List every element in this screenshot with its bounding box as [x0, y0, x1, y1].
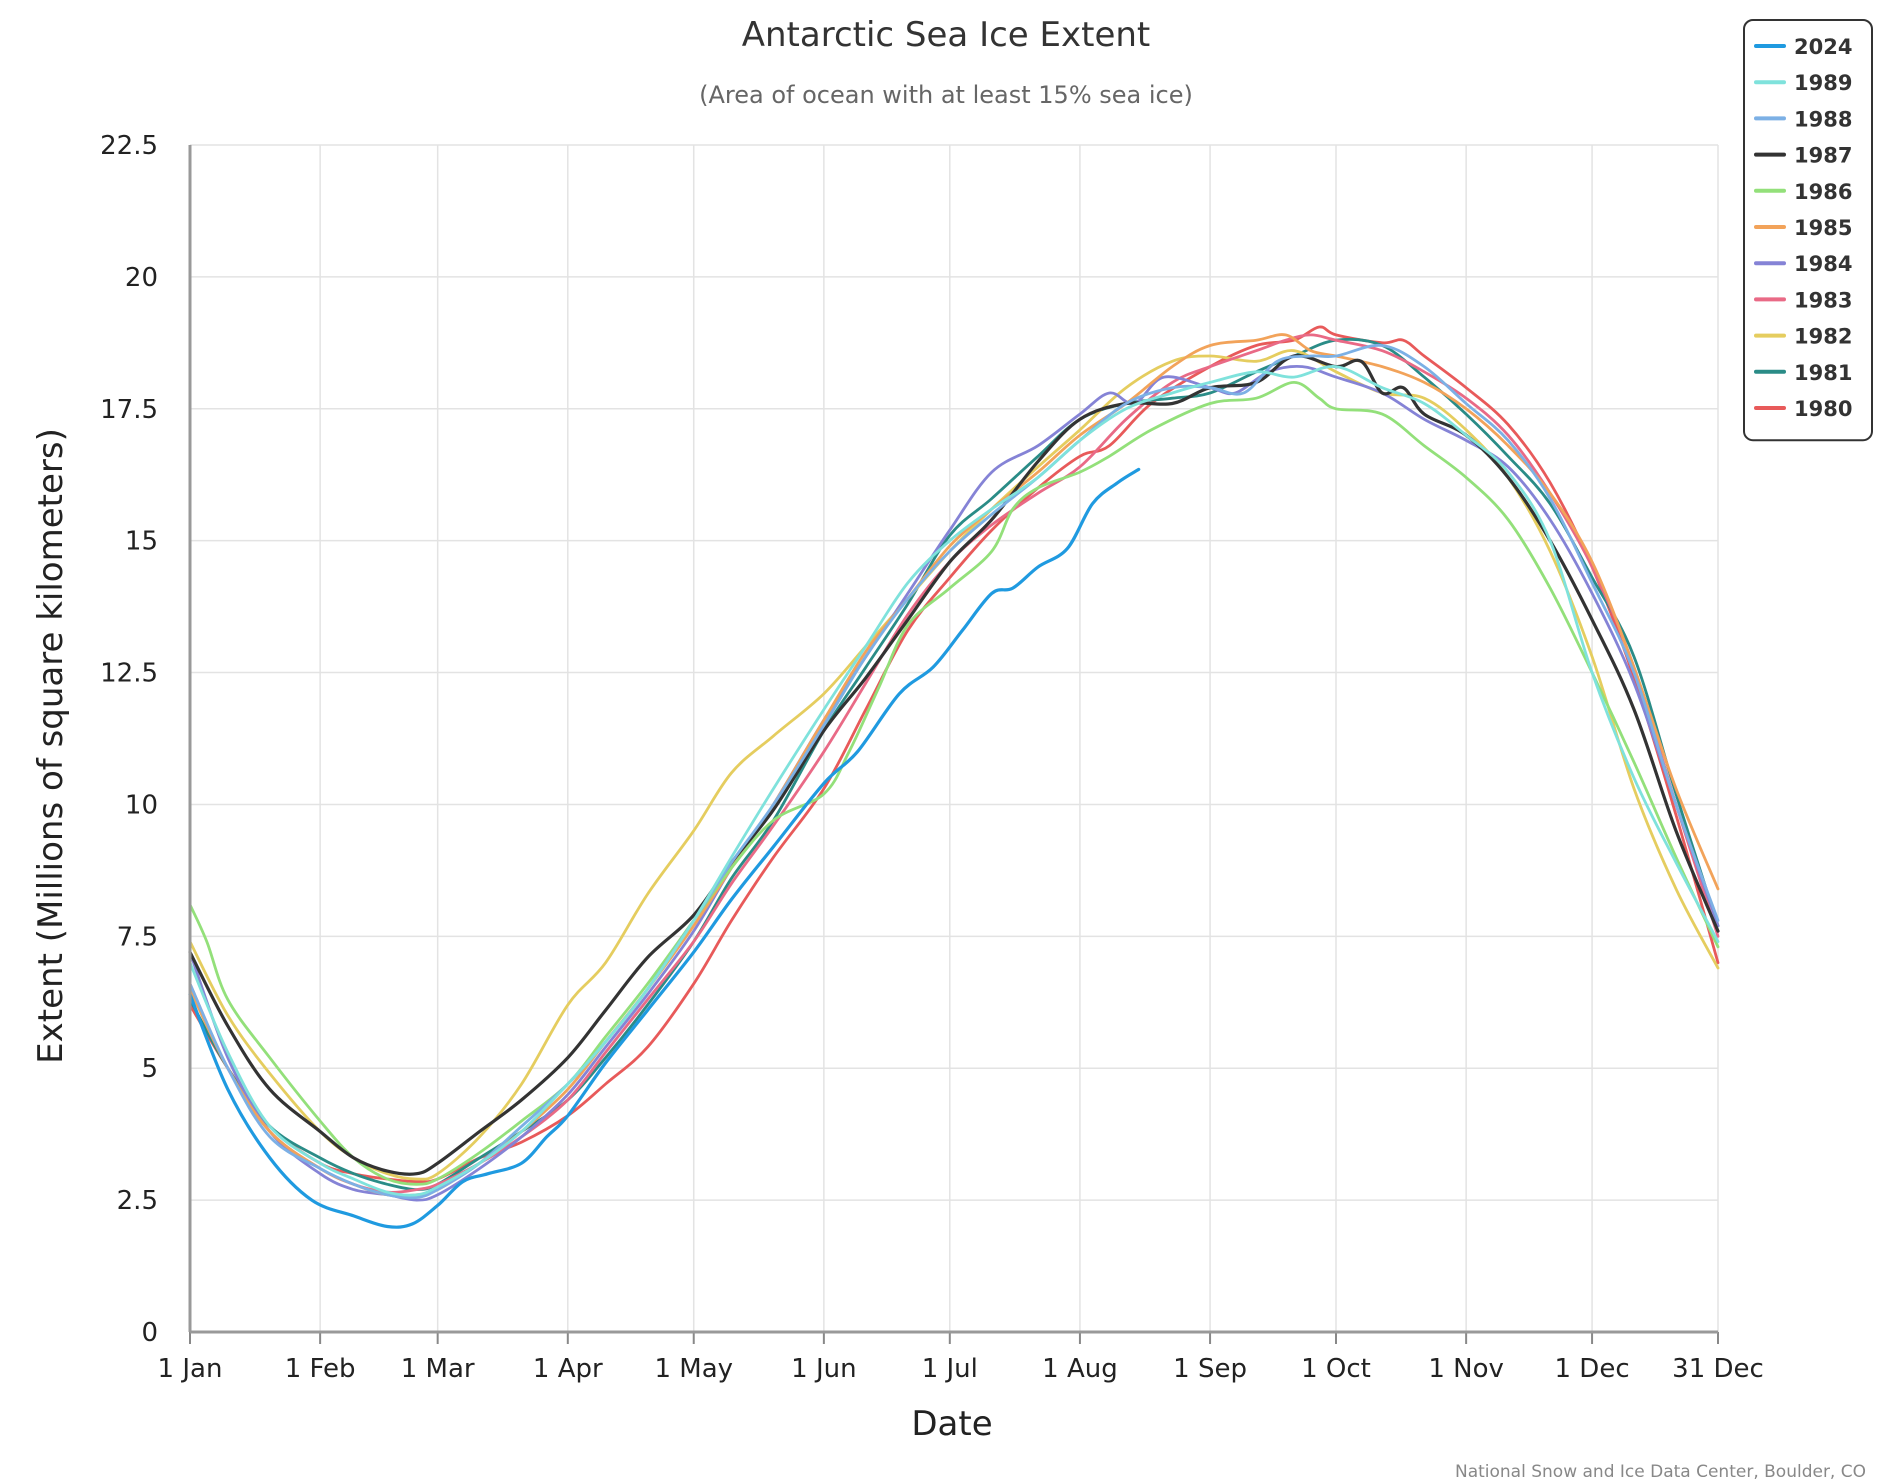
series-line-1988[interactable] — [188, 343, 1720, 1200]
x-tick-label: 1 Mar — [401, 1354, 475, 1384]
x-tick-label: 1 Jun — [791, 1354, 856, 1384]
series-line-1989[interactable] — [188, 365, 1720, 1197]
legend-label: 1982 — [1794, 325, 1852, 349]
axes: 0 2.5 5 7.5 10 12.5 15 17.5 20 22.5 1 Jan 1 Feb 1 Ma… — [100, 131, 1764, 1384]
y-tick-label: 22.5 — [100, 131, 158, 161]
chart-title: Antarctic Sea Ice Extent — [742, 15, 1151, 55]
legend-item-1987[interactable]: 1987 — [1754, 144, 1852, 168]
chart-subtitle: (Area of ocean with at least 15% sea ice… — [699, 81, 1193, 109]
y-tick-label: 17.5 — [100, 395, 158, 425]
x-axis-title: Date — [911, 1404, 992, 1444]
x-tick-label: 1 Feb — [285, 1354, 356, 1384]
legend-label: 1984 — [1794, 252, 1852, 276]
y-tick-label: 5 — [141, 1054, 158, 1084]
legend-item-1981[interactable]: 1981 — [1754, 361, 1852, 385]
x-tick-label: 31 Dec — [1672, 1354, 1764, 1384]
legend-label: 1986 — [1794, 180, 1852, 204]
legend-item-1983[interactable]: 1983 — [1754, 288, 1852, 312]
y-tick-label: 12.5 — [100, 659, 158, 689]
legend-item-1988[interactable]: 1988 — [1754, 107, 1852, 131]
legend-label: 1987 — [1794, 144, 1852, 168]
x-tick-label: 1 Jan — [158, 1354, 223, 1384]
legend-label: 1983 — [1794, 288, 1852, 312]
series-line-2024[interactable] — [188, 467, 1141, 1229]
legend: 2024 1989 1988 1987 1986 1985 1984 1983 1982 1981… — [1743, 19, 1873, 442]
legend-item-2024[interactable]: 2024 — [1754, 35, 1852, 59]
x-tick-label: 1 Nov — [1428, 1354, 1504, 1384]
legend-label: 1981 — [1794, 361, 1852, 385]
y-tick-label: 10 — [125, 790, 158, 820]
y-tick-label: 0 — [141, 1318, 158, 1348]
credit-text: National Snow and Ice Data Center, Bould… — [1455, 1462, 1866, 1480]
legend-label: 2024 — [1794, 35, 1852, 59]
legend-label: 1980 — [1794, 397, 1852, 421]
x-tick-label: 1 Aug — [1042, 1354, 1118, 1384]
series-line-1986[interactable] — [188, 381, 1720, 1186]
y-axis-title: Extent (Millions of square kilometers) — [31, 428, 71, 1064]
x-tick-label: 1 May — [654, 1354, 733, 1384]
legend-item-1985[interactable]: 1985 — [1754, 216, 1852, 240]
y-tick-label: 2.5 — [117, 1186, 158, 1216]
x-tick-label: 1 Jul — [922, 1354, 978, 1384]
legend-label: 1988 — [1794, 107, 1852, 131]
x-tick-label: 1 Apr — [533, 1354, 603, 1384]
x-tick-label: 1 Oct — [1301, 1354, 1371, 1384]
legend-label: 1985 — [1794, 216, 1852, 240]
series-lines — [188, 325, 1720, 1229]
legend-label: 1989 — [1794, 71, 1852, 95]
x-tick-label: 1 Sep — [1173, 1354, 1247, 1384]
legend-item-1989[interactable]: 1989 — [1754, 71, 1852, 95]
legend-item-1986[interactable]: 1986 — [1754, 180, 1852, 204]
y-tick-label: 15 — [125, 527, 158, 557]
legend-item-1984[interactable]: 1984 — [1754, 252, 1852, 276]
x-tick-label: 1 Dec — [1555, 1354, 1630, 1384]
y-tick-label: 7.5 — [117, 922, 158, 952]
legend-item-1982[interactable]: 1982 — [1754, 325, 1852, 349]
legend-item-1980[interactable]: 1980 — [1754, 397, 1852, 421]
y-tick-label: 20 — [125, 263, 158, 293]
